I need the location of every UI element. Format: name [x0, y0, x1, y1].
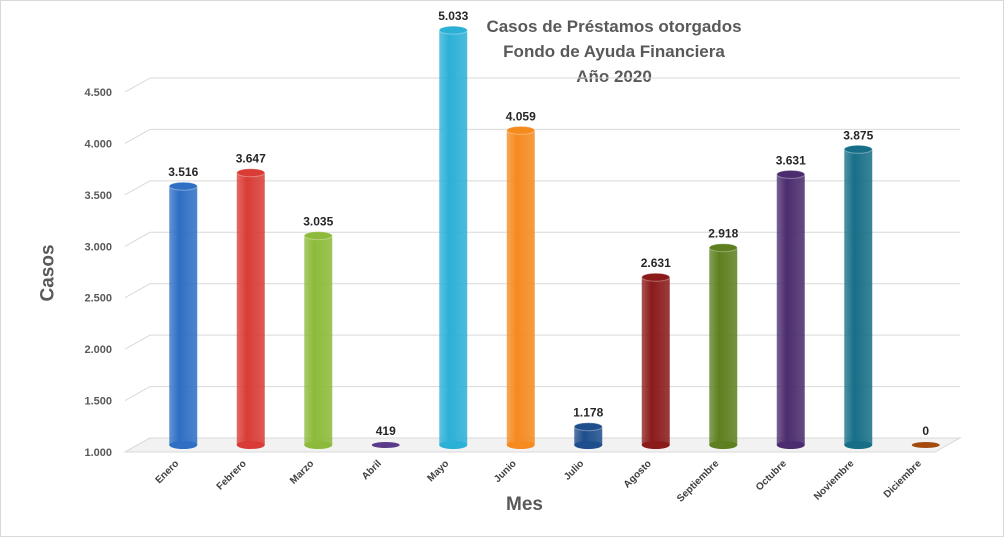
y-tick-label: 2.500 — [84, 293, 112, 305]
data-label: 419 — [376, 424, 396, 438]
data-labels: 3.516 3.647 3.035 419 5.033 4.059 1.178 2.631 2.… — [168, 9, 929, 438]
x-tick-label: Marzo — [288, 458, 316, 486]
bar-mayo — [438, 25, 468, 449]
bar-base — [776, 441, 805, 449]
bar-body — [709, 247, 738, 445]
bar-body — [506, 130, 535, 446]
y-tick-label: 4.000 — [84, 138, 112, 150]
bars — [168, 25, 940, 449]
bar-base — [641, 441, 670, 449]
gridline-depth — [124, 180, 151, 196]
bar-body — [776, 174, 805, 445]
bar-agosto — [641, 272, 671, 449]
bar-top — [303, 231, 333, 241]
chart-title-line-3: Año 2020 — [576, 67, 652, 86]
x-tick-label: Enero — [154, 458, 182, 486]
bar-body — [236, 172, 265, 446]
bar-enero — [168, 181, 198, 449]
chart-title-line-2: Fondo de Ayuda Financiera — [503, 42, 725, 61]
bar-top — [506, 125, 536, 135]
bar-body — [641, 277, 670, 445]
y-tick-label: 1.000 — [84, 447, 112, 459]
y-tick-label: 3.000 — [84, 241, 112, 253]
x-tick-label: Junio — [492, 458, 519, 485]
chart-title-line-1: Casos de Préstamos otorgados — [486, 17, 742, 36]
bar-body — [439, 30, 468, 445]
y-axis-ticks: 1.000 1.500 2.000 2.500 3.000 3.500 4.000 4.500 — [84, 87, 112, 459]
gridline-depth — [124, 128, 151, 144]
bar-base — [169, 441, 198, 449]
x-tick-label: Abril — [360, 458, 384, 482]
bar-body — [844, 149, 873, 446]
x-tick-label: Febrero — [215, 458, 249, 492]
bar-base — [574, 441, 603, 449]
bar-body — [169, 186, 198, 445]
bar-febrero — [236, 168, 266, 449]
bar-diciembre — [911, 442, 940, 448]
gridline-depth — [124, 77, 151, 93]
bar-octubre — [776, 169, 806, 449]
bar-top — [371, 442, 400, 448]
chart-floor — [123, 437, 962, 453]
y-tick-label: 4.500 — [84, 87, 112, 99]
bar-top — [641, 272, 671, 282]
gridline-depth — [124, 283, 151, 299]
bar-abril — [371, 442, 400, 448]
gridline-depth — [124, 386, 151, 402]
bar-base — [709, 441, 738, 449]
y-axis-title: Casos — [37, 244, 59, 302]
x-tick-label: Agosto — [622, 458, 654, 490]
bar-top — [236, 168, 266, 178]
bar-base — [506, 441, 535, 449]
chart-title: Casos de Préstamos otorgados Fondo de Ay… — [414, 14, 814, 89]
y-tick-label: 1.500 — [84, 396, 112, 408]
x-tick-label: Diciembre — [882, 458, 924, 500]
data-label: 1.178 — [573, 406, 603, 420]
data-label: 5.033 — [438, 9, 468, 23]
data-label: 3.631 — [776, 153, 806, 167]
y-tick-label: 2.000 — [84, 344, 112, 356]
x-axis-title: Mes — [506, 494, 543, 515]
y-tick-label: 3.500 — [84, 190, 112, 202]
bar-top — [911, 442, 940, 448]
data-label: 3.647 — [236, 152, 266, 166]
bar-top — [708, 243, 738, 253]
x-tick-label: Julio — [562, 458, 586, 482]
bar-top — [573, 422, 603, 432]
data-label: 0 — [922, 424, 929, 438]
bar-body — [574, 426, 603, 445]
bar-base — [236, 441, 265, 449]
bar-top — [168, 181, 198, 191]
bar-julio — [573, 422, 603, 449]
gridline-depth — [124, 334, 151, 350]
x-tick-label: Noviembre — [812, 458, 857, 503]
bar-body — [304, 235, 333, 445]
bar-top — [438, 25, 468, 35]
bar-top — [843, 144, 873, 154]
data-label: 2.631 — [641, 256, 671, 270]
bar-septiembre — [708, 243, 738, 449]
bar-top — [776, 169, 806, 179]
x-tick-label: Mayo — [426, 458, 452, 484]
x-tick-label: Octubre — [754, 458, 789, 493]
bar-marzo — [303, 231, 333, 449]
data-label: 3.035 — [303, 215, 333, 229]
bar-base — [439, 441, 468, 449]
bar-base — [844, 441, 873, 449]
gridlines — [123, 77, 962, 453]
gridline-depth — [124, 231, 151, 247]
data-label: 3.516 — [168, 165, 198, 179]
bar-junio — [506, 125, 536, 449]
bar-base — [304, 441, 333, 449]
x-tick-label: Septiembre — [675, 458, 722, 505]
data-label: 2.918 — [708, 227, 738, 241]
bar-noviembre — [843, 144, 873, 449]
data-label: 4.059 — [506, 109, 536, 123]
data-label: 3.875 — [843, 128, 873, 142]
